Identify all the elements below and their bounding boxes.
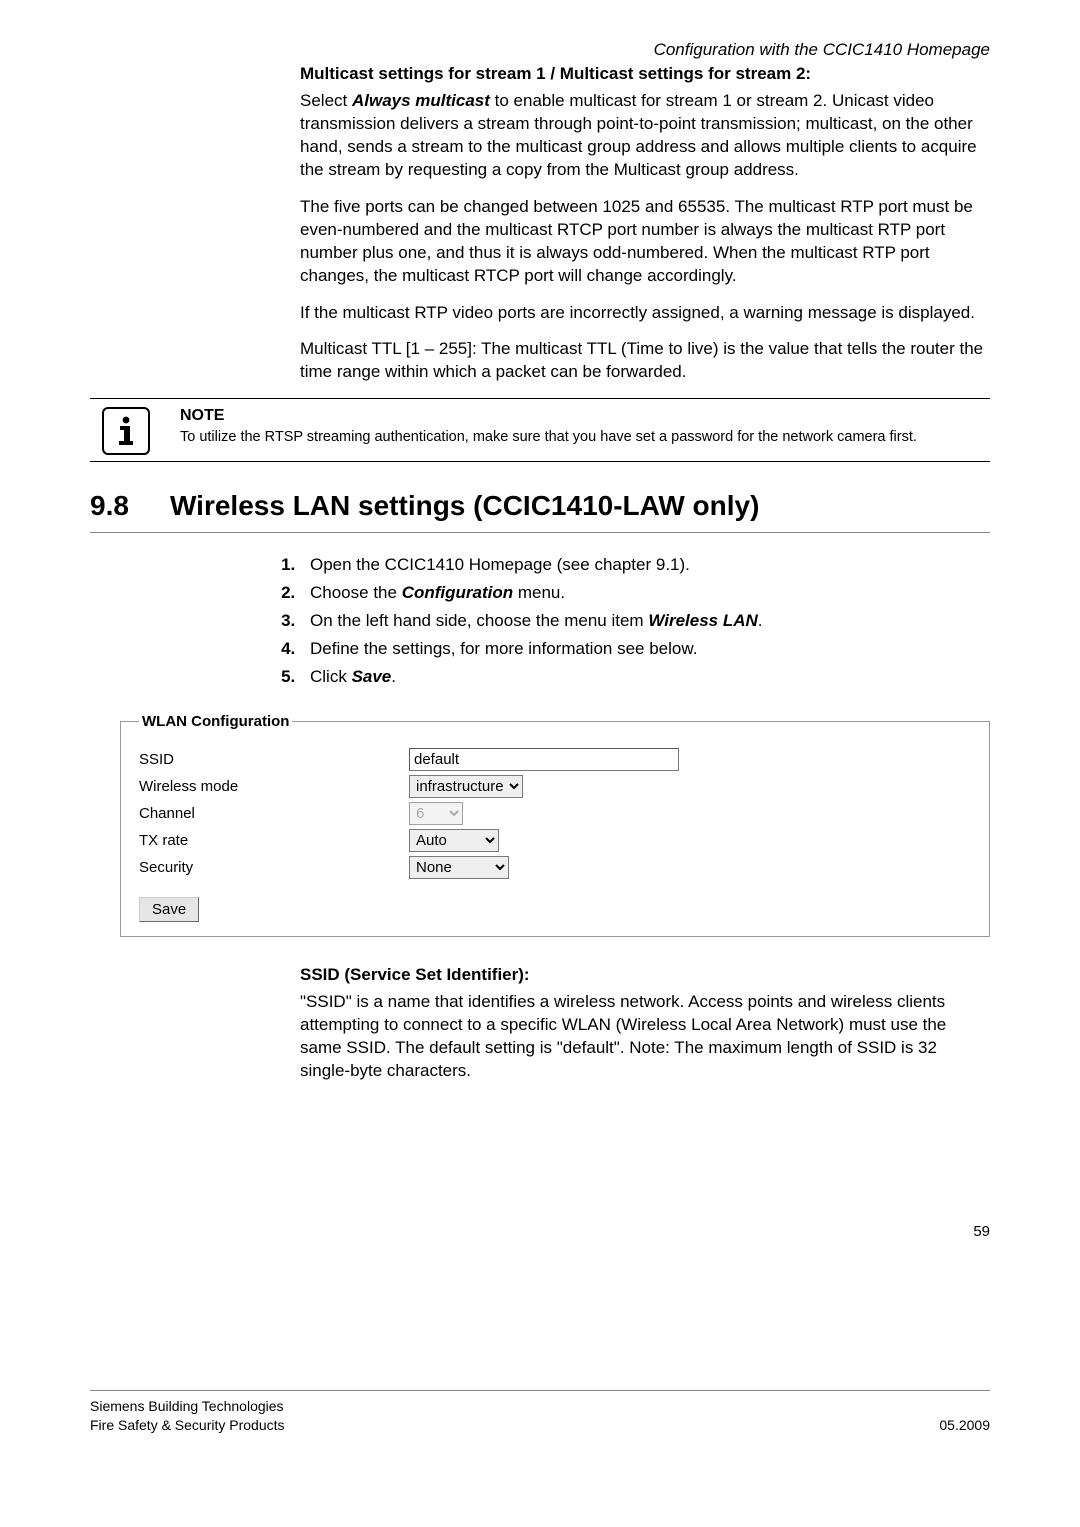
info-icon <box>102 407 150 455</box>
step-4: Define the settings, for more informatio… <box>300 639 990 659</box>
note-block: NOTE To utilize the RTSP streaming authe… <box>90 398 990 462</box>
note-title: NOTE <box>180 407 990 425</box>
context-header: Configuration with the CCIC1410 Homepage <box>90 40 990 60</box>
footer-left-2: Fire Safety & Security Products <box>90 1417 285 1433</box>
mode-label: Wireless mode <box>139 778 409 795</box>
multicast-p2: The five ports can be changed between 10… <box>300 196 990 288</box>
step-2-pre: Choose the <box>310 583 402 602</box>
footer-left-1: Siemens Building Technologies <box>90 1398 285 1414</box>
ssid-heading: SSID (Service Set Identifier): <box>300 965 990 985</box>
mode-select[interactable]: infrastructure <box>409 775 523 798</box>
step-2-post: menu. <box>513 583 565 602</box>
multicast-p3: If the multicast RTP video ports are inc… <box>300 302 990 325</box>
security-label: Security <box>139 859 409 876</box>
step-2-bold: Configuration <box>402 583 513 602</box>
step-5-bold: Save <box>352 667 392 686</box>
step-5: Click Save. <box>300 667 990 687</box>
wlan-legend: WLAN Configuration <box>139 713 292 730</box>
note-body: To utilize the RTSP streaming authentica… <box>180 428 990 447</box>
step-1: Open the CCIC1410 Homepage (see chapter … <box>300 555 990 575</box>
section-title: Wireless LAN settings (CCIC1410-LAW only… <box>170 490 759 522</box>
multicast-heading: Multicast settings for stream 1 / Multic… <box>300 64 990 84</box>
p1-bold: Always multicast <box>352 91 490 110</box>
ssid-input[interactable] <box>409 748 679 771</box>
page-number: 59 <box>90 1223 990 1240</box>
multicast-p1: Select Always multicast to enable multic… <box>300 90 990 182</box>
p1-pre: Select <box>300 91 352 110</box>
save-button[interactable]: Save <box>139 897 199 922</box>
txrate-select[interactable]: Auto <box>409 829 499 852</box>
ssid-label: SSID <box>139 751 409 768</box>
step-3-bold: Wireless LAN <box>648 611 757 630</box>
security-select[interactable]: None <box>409 856 509 879</box>
page-footer: Siemens Building Technologies Fire Safet… <box>90 1390 990 1433</box>
channel-label: Channel <box>139 805 409 822</box>
step-5-pre: Click <box>310 667 352 686</box>
footer-date: 05.2009 <box>939 1417 990 1433</box>
ssid-body: "SSID" is a name that identifies a wirel… <box>300 991 990 1083</box>
step-3-post: . <box>758 611 763 630</box>
step-5-post: . <box>391 667 396 686</box>
step-2: Choose the Configuration menu. <box>300 583 990 603</box>
txrate-label: TX rate <box>139 832 409 849</box>
multicast-p4: Multicast TTL [1 – 255]: The multicast T… <box>300 338 990 384</box>
wlan-config-fieldset: WLAN Configuration SSID Wireless mode in… <box>120 713 990 937</box>
steps-list: Open the CCIC1410 Homepage (see chapter … <box>300 555 990 687</box>
section-num: 9.8 <box>90 490 170 522</box>
step-3-pre: On the left hand side, choose the menu i… <box>310 611 648 630</box>
channel-select[interactable]: 6 <box>409 802 463 825</box>
step-3: On the left hand side, choose the menu i… <box>300 611 990 631</box>
section-9-8-heading: 9.8 Wireless LAN settings (CCIC1410-LAW … <box>90 490 990 522</box>
